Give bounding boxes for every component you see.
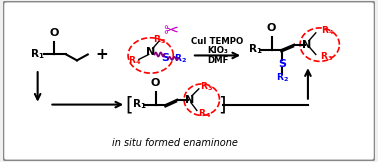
Text: N: N <box>302 40 311 50</box>
Text: DMF: DMF <box>207 56 228 65</box>
Text: ]: ] <box>218 95 225 114</box>
Text: N: N <box>185 95 195 105</box>
Text: $\mathbf{R_4}$: $\mathbf{R_4}$ <box>129 54 141 67</box>
Text: [: [ <box>125 95 133 114</box>
Text: $\mathbf{R_3}$: $\mathbf{R_3}$ <box>200 81 213 93</box>
Text: $\mathbf{R_4}$: $\mathbf{R_4}$ <box>198 107 211 120</box>
Text: $\mathbf{R_2}$: $\mathbf{R_2}$ <box>276 72 289 84</box>
Text: O: O <box>267 23 276 33</box>
Text: $\mathbf{R_1}$: $\mathbf{R_1}$ <box>132 98 146 111</box>
Text: KIO₃: KIO₃ <box>207 46 228 55</box>
Text: CuI TEMPO: CuI TEMPO <box>191 37 244 46</box>
Text: $\mathbf{R_2}$: $\mathbf{R_2}$ <box>174 52 187 65</box>
Text: $\mathbf{R_1}$: $\mathbf{R_1}$ <box>248 43 262 56</box>
Text: S: S <box>161 53 169 63</box>
Text: $\mathbf{R_3}$: $\mathbf{R_3}$ <box>153 34 166 46</box>
Text: ✂: ✂ <box>163 22 178 40</box>
Text: S: S <box>278 59 287 69</box>
Text: O: O <box>50 28 59 38</box>
Text: $\mathbf{R_3}$: $\mathbf{R_3}$ <box>320 50 333 63</box>
FancyBboxPatch shape <box>3 1 375 161</box>
Text: $\mathbf{R_1}$: $\mathbf{R_1}$ <box>30 48 45 61</box>
Text: N: N <box>146 47 155 58</box>
Text: O: O <box>151 78 160 88</box>
Text: in situ formed enaminone: in situ formed enaminone <box>112 138 238 148</box>
Text: $\mathbf{R_4}$: $\mathbf{R_4}$ <box>321 25 334 37</box>
Text: +: + <box>95 47 108 62</box>
